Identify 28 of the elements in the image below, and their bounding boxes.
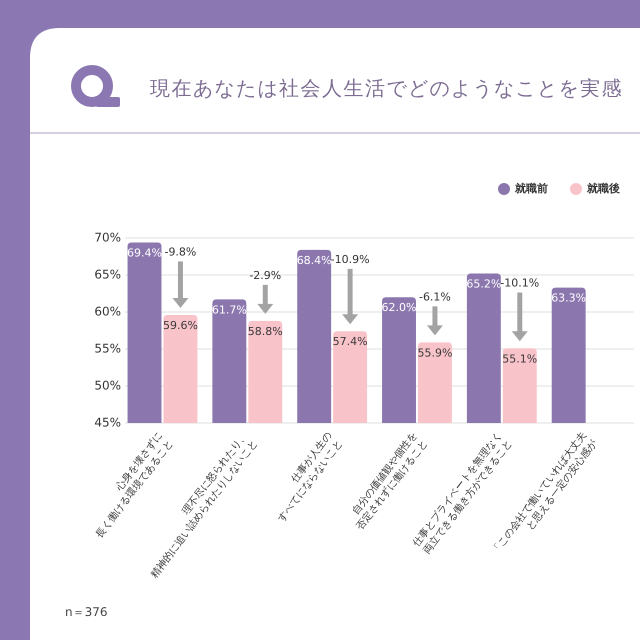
x-tick-label: 仕事が人生の すべてにならないこと [276, 430, 345, 524]
data-label: 57.4% [332, 335, 368, 348]
data-label: 65.2% [466, 278, 502, 291]
annotation: -10.1% [500, 276, 540, 290]
annotation: -6.1% [418, 290, 451, 304]
y-tick-label: 50% [94, 378, 121, 392]
y-tick-label: 45% [94, 415, 121, 430]
legend-label: 就職前 [514, 182, 548, 196]
text: n＝376 [65, 605, 108, 619]
annotation: -10.9% [330, 252, 370, 266]
data-label: 58.8% [248, 324, 283, 338]
y-tick-label: 55% [94, 341, 121, 356]
annotation: -2.9% [249, 268, 282, 282]
title: 現在あなたは社会人生活でどのようなことを実感 [150, 76, 623, 100]
data-label: 62.0% [382, 301, 416, 314]
data-label: 61.7% [212, 303, 247, 316]
x-tick-label: 心身を壊さずに 長く働ける環境であること [93, 430, 176, 540]
data-label: 55.1% [502, 352, 538, 366]
data-label: 63.3% [551, 292, 586, 305]
data-label: 59.6% [162, 318, 198, 332]
legend-label: 就職後 [586, 182, 620, 196]
y-tick-label: 60% [94, 304, 121, 318]
y-tick-label: 65% [94, 267, 121, 282]
annotation: -9.8% [164, 245, 196, 258]
data-label: 55.9% [417, 346, 452, 360]
data-label: 69.4% [127, 246, 162, 260]
data-label: 68.4% [296, 254, 332, 267]
y-tick-label: 70% [94, 230, 121, 244]
